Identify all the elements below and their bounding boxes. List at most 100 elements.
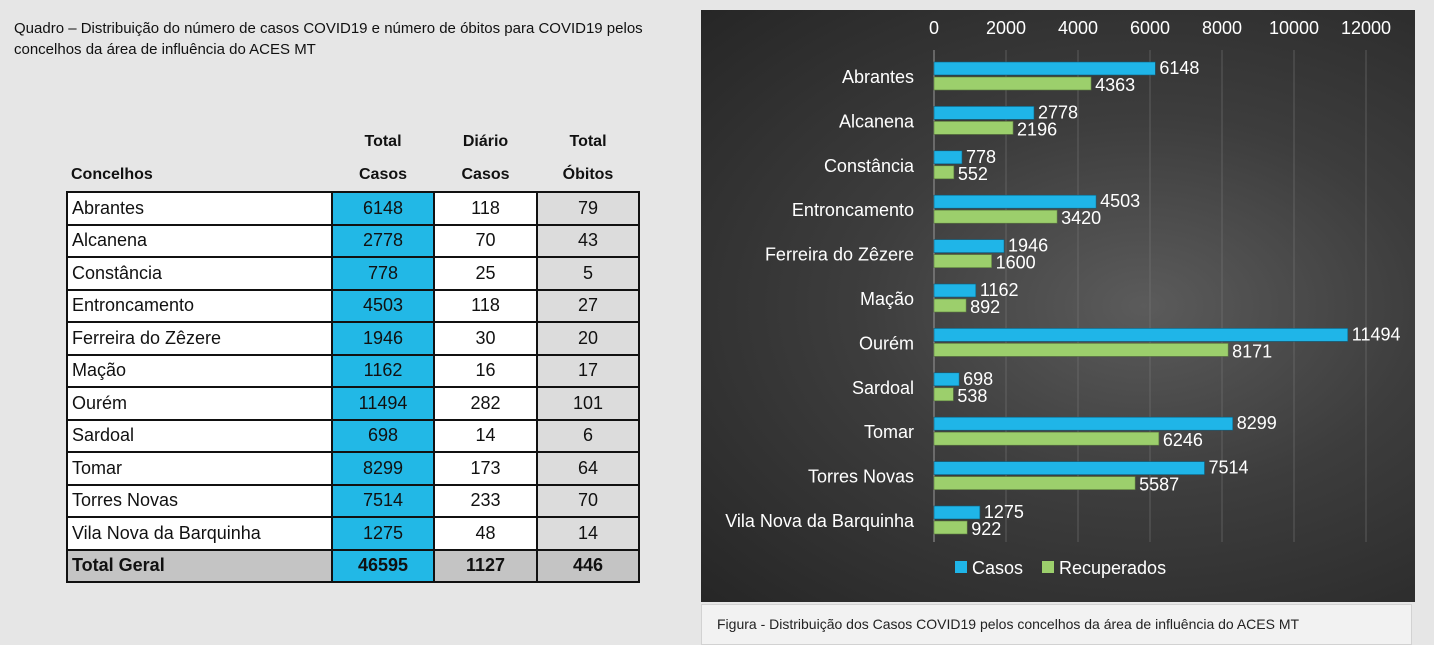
data-label-recuperados: 922 — [971, 519, 1001, 539]
total-casos: 46595 — [331, 548, 435, 583]
data-label-recuperados: 3420 — [1061, 208, 1101, 228]
bar-casos — [933, 505, 981, 520]
x-tick-label: 6000 — [1130, 18, 1170, 38]
category-label: Tomar — [864, 422, 914, 442]
bar-recuperados — [933, 165, 955, 180]
cell-concelho: Mação — [66, 353, 333, 388]
x-tick-label: 10000 — [1269, 18, 1319, 38]
cell-total-casos: 698 — [331, 418, 435, 453]
cell-concelho: Constância — [66, 256, 333, 291]
total-label: Total Geral — [66, 548, 333, 583]
data-label-recuperados: 2196 — [1017, 119, 1057, 139]
x-tick-label: 2000 — [986, 18, 1026, 38]
header-diario-casos: Casos — [461, 165, 510, 183]
figure-caption-box: Figura - Distribuição dos Casos COVID19 … — [701, 604, 1412, 645]
cell-concelho: Sardoal — [66, 418, 333, 453]
data-label-casos: 1946 — [1008, 236, 1048, 256]
cell-total-casos: 7514 — [331, 483, 435, 518]
header-total-casos-top: Total — [364, 132, 402, 150]
total-diario: 1127 — [433, 548, 538, 583]
table-row: Torres Novas 7514 233 70 — [66, 483, 640, 518]
data-label-recuperados: 538 — [957, 386, 987, 406]
cell-diario-casos: 233 — [433, 483, 538, 518]
cell-total-obitos: 5 — [536, 256, 640, 291]
cell-total-casos: 2778 — [331, 223, 435, 258]
data-label-recuperados: 1600 — [996, 253, 1036, 273]
data-label-casos: 8299 — [1237, 413, 1277, 433]
cell-total-casos: 1275 — [331, 516, 435, 551]
bar-casos — [933, 194, 1097, 209]
cell-total-casos: 778 — [331, 256, 435, 291]
bar-recuperados — [933, 431, 1160, 446]
category-label: Mação — [860, 289, 914, 309]
table-row: Mação 1162 16 17 — [66, 353, 640, 388]
category-label: Ourém — [859, 333, 914, 353]
header-total-casos: Casos — [358, 165, 408, 183]
data-label-casos: 11494 — [1352, 324, 1401, 344]
x-tick-label: 8000 — [1202, 18, 1242, 38]
header-total-obitos: Óbitos — [562, 165, 614, 183]
cell-diario-casos: 282 — [433, 386, 538, 421]
total-obitos: 446 — [536, 548, 640, 583]
bar-casos — [933, 106, 1035, 120]
table-row: Tomar 8299 173 64 — [66, 451, 640, 486]
data-table: Total Diário Total Concelhos Casos Casos… — [66, 125, 640, 583]
cell-total-obitos: 14 — [536, 516, 640, 551]
bar-casos — [933, 283, 977, 298]
legend-swatch-casos — [955, 561, 967, 573]
table-row: Constância 778 25 5 — [66, 256, 640, 291]
category-label: Entroncamento — [792, 200, 914, 220]
bar-casos — [933, 416, 1234, 431]
cell-concelho: Ourém — [66, 386, 333, 421]
figure-caption: Figura - Distribuição dos Casos COVID19 … — [717, 616, 1300, 632]
category-label: Sardoal — [852, 378, 914, 398]
category-label: Ferreira do Zêzere — [765, 245, 914, 265]
bar-recuperados — [933, 298, 967, 313]
bar-recuperados — [933, 476, 1136, 490]
bar-casos — [933, 372, 960, 387]
table-row: Ferreira do Zêzere 1946 30 20 — [66, 321, 640, 356]
cell-diario-casos: 25 — [433, 256, 538, 291]
bar-casos — [933, 461, 1205, 475]
cell-diario-casos: 118 — [433, 288, 538, 323]
cell-diario-casos: 30 — [433, 321, 538, 356]
category-label: Vila Nova da Barquinha — [725, 511, 915, 531]
category-label: Alcanena — [839, 111, 915, 131]
bar-casos — [933, 239, 1005, 253]
cell-total-obitos: 79 — [536, 191, 640, 226]
category-label: Torres Novas — [808, 467, 914, 487]
legend-swatch-recuperados — [1042, 561, 1054, 573]
x-tick-label: 0 — [929, 18, 939, 38]
cell-diario-casos: 16 — [433, 353, 538, 388]
category-label: Abrantes — [842, 67, 914, 87]
x-tick-label: 12000 — [1341, 18, 1391, 38]
legend-label-recuperados: Recuperados — [1059, 558, 1166, 578]
table-row: Sardoal 698 14 6 — [66, 418, 640, 453]
bar-casos — [933, 150, 963, 165]
data-label-recuperados: 6246 — [1163, 430, 1203, 450]
header-concelhos-top — [67, 125, 332, 158]
legend-label-casos: Casos — [972, 558, 1023, 578]
cell-concelho: Tomar — [66, 451, 333, 486]
cell-total-casos: 11494 — [331, 386, 435, 421]
table-total-row: Total Geral 46595 1127 446 — [66, 548, 640, 583]
table-row: Ourém 11494 282 101 — [66, 386, 640, 421]
table-row: Vila Nova da Barquinha 1275 48 14 — [66, 516, 640, 551]
bar-recuperados — [933, 76, 1092, 91]
data-label-recuperados: 8171 — [1232, 341, 1272, 361]
cell-total-casos: 4503 — [331, 288, 435, 323]
cell-total-obitos: 70 — [536, 483, 640, 518]
cell-concelho: Entroncamento — [66, 288, 333, 323]
cell-total-casos: 1162 — [331, 353, 435, 388]
cell-total-obitos: 64 — [536, 451, 640, 486]
data-label-casos: 4503 — [1100, 191, 1140, 211]
cell-diario-casos: 173 — [433, 451, 538, 486]
data-label-casos: 6148 — [1159, 58, 1199, 78]
cell-concelho: Vila Nova da Barquinha — [66, 516, 333, 551]
x-tick-label: 4000 — [1058, 18, 1098, 38]
cell-concelho: Ferreira do Zêzere — [66, 321, 333, 356]
covid-table: Total Diário Total Concelhos Casos Casos… — [66, 125, 640, 583]
cell-total-obitos: 20 — [536, 321, 640, 356]
cell-total-casos: 1946 — [331, 321, 435, 356]
table-title: Quadro – Distribuição do número de casos… — [14, 20, 643, 58]
